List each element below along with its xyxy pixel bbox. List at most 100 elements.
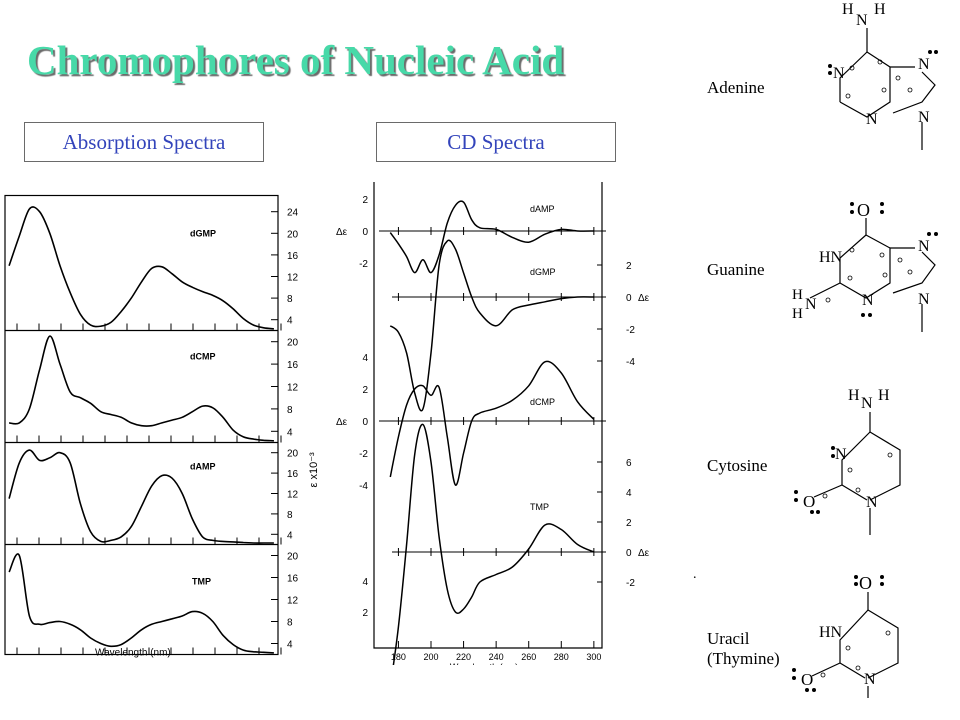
cd-y-tick-label: 2 — [362, 608, 368, 619]
pi-electron-circles — [820, 59, 913, 678]
abs-y-tick-label: 8 — [287, 618, 293, 629]
cd-y-tick-label: 4 — [362, 353, 368, 364]
abs-y-tick-label: 24 — [287, 208, 299, 219]
abs-y-tick-label: 8 — [287, 405, 293, 416]
abs-y-tick-label: 20 — [287, 338, 299, 349]
adenine-n3: N — [866, 111, 878, 128]
abs-curve-dcmp — [9, 335, 274, 442]
cd-y-tick-label: 2 — [626, 261, 632, 272]
guanine-amino-h2: H — [792, 306, 803, 322]
cd-delta-epsilon-label: Δε — [638, 293, 650, 304]
abs-frame — [4, 194, 279, 656]
guanine-label: Guanine — [707, 260, 765, 279]
cd-series-label: TMP — [530, 502, 549, 512]
abs-y-tick-label: 4 — [287, 427, 293, 438]
cytosine-amino-n: N — [861, 395, 873, 412]
uracil-o4: O — [859, 573, 872, 593]
abs-y-tick-label: 4 — [287, 530, 293, 541]
cd-frame — [373, 182, 603, 649]
cd-x-tick-label: 280 — [554, 652, 569, 662]
cd-delta-epsilon-label: Δε — [336, 227, 348, 238]
cd-y-tick-label: -2 — [626, 325, 635, 336]
guanine-n7: N — [918, 238, 930, 255]
cd-y-tick-label: 0 — [626, 548, 632, 559]
cd-x-axis-label: Wavelength (nm) — [450, 662, 518, 665]
abs-series-label: dCMP — [190, 352, 216, 362]
cytosine-amino-h-right: H — [878, 387, 890, 404]
abs-y-axis-label: ε x10⁻³ — [308, 452, 320, 488]
cd-y-tick-label: 2 — [626, 518, 632, 529]
uracil-o2: O — [801, 670, 813, 689]
abs-y-tick-label: 12 — [287, 383, 299, 394]
guanine-amino-n: N — [805, 296, 817, 313]
cd-x-tick-label: 240 — [489, 652, 504, 662]
uracil-structure: Uracil (Thymine) O HN O N — [707, 573, 899, 698]
abs-y-tick-label: 12 — [287, 596, 299, 607]
absorption-spectra-label: Absorption Spectra — [24, 122, 264, 162]
abs-x-axis-label: Wavelength (nm) — [95, 648, 171, 659]
abs-y-tick-label: 12 — [287, 490, 299, 501]
uracil-hn3: HN — [819, 624, 843, 641]
cd-y-tick-label: -2 — [359, 259, 368, 270]
guanine-amino-h1: H — [792, 287, 803, 303]
cd-series-label: dGMP — [530, 267, 556, 277]
guanine-hn1: HN — [819, 249, 843, 266]
cd-y-tick-label: 0 — [626, 293, 632, 304]
abs-y-tick-label: 8 — [287, 510, 293, 521]
cd-delta-epsilon-label: Δε — [638, 548, 650, 559]
cd-x-tick-label: 220 — [456, 652, 471, 662]
cd-y-tick-label: -4 — [626, 357, 635, 368]
page-title: Chromophores of Nucleic Acid — [27, 37, 565, 83]
cd-y-tick-label: -2 — [359, 449, 368, 460]
guanine-n9: N — [918, 291, 930, 308]
cd-y-tick-label: 4 — [362, 577, 368, 588]
abs-y-tick-label: 12 — [287, 273, 299, 284]
cytosine-amino-h-left: H — [848, 387, 860, 404]
abs-y-tick-label: 8 — [287, 294, 293, 305]
adenine-n9: N — [918, 109, 930, 126]
nucleobase-structures: Adenine H N H N N N N Guanine O HN H H N… — [693, 1, 938, 698]
abs-y-tick-label: 4 — [287, 316, 293, 327]
cd-x-tick-label: 200 — [423, 652, 438, 662]
cd-y-tick-label: 2 — [362, 195, 368, 206]
cd-curve-damp — [389, 200, 594, 274]
adenine-n7: N — [918, 56, 930, 73]
cd-delta-epsilon-label: Δε — [336, 417, 348, 428]
cd-x-tick-label: 180 — [391, 652, 406, 662]
abs-curve-damp — [8, 449, 274, 544]
cd-series-label: dCMP — [530, 397, 555, 407]
cytosine-n3: N — [835, 446, 847, 463]
cytosine-o2: O — [803, 492, 815, 511]
adenine-label: Adenine — [707, 78, 765, 97]
guanine-o6: O — [857, 200, 870, 220]
uracil-label: Uracil — [707, 629, 750, 648]
cd-y-tick-label: 2 — [362, 385, 368, 396]
abs-y-tick-label: 16 — [287, 469, 299, 480]
cd-spectra-chart: 180200220240260280300Wavelength (nm)20-2… — [336, 182, 650, 665]
abs-y-tick-label: 16 — [287, 360, 299, 371]
cd-spectra-label: CD Spectra — [376, 122, 616, 162]
amino-n: N — [856, 12, 868, 29]
cytosine-label: Cytosine — [707, 456, 767, 475]
abs-series-label: dAMP — [190, 462, 216, 472]
cd-y-tick-label: -2 — [626, 578, 635, 589]
cd-curve-dgmp — [389, 239, 594, 412]
cd-y-tick-label: -4 — [359, 481, 368, 492]
guanine-structure: Guanine O HN H H N N N N — [707, 200, 936, 332]
uracil-n1: N — [864, 671, 876, 688]
amino-h-right: H — [874, 1, 886, 18]
cytosine-structure: Cytosine H N H N O N — [707, 387, 901, 535]
abs-series-label: TMP — [192, 577, 211, 587]
abs-y-tick-label: 16 — [287, 574, 299, 585]
adenine-n1: N — [833, 65, 845, 82]
thymine-label: (Thymine) — [707, 649, 780, 668]
abs-curve-tmp — [8, 553, 274, 654]
cd-x-tick-label: 260 — [521, 652, 536, 662]
adenine-structure: Adenine H N H N N N N — [707, 1, 936, 150]
abs-series-label: dGMP — [190, 229, 216, 239]
abs-curve-dgmp — [8, 206, 274, 330]
cytosine-n1: N — [866, 494, 878, 511]
cd-y-tick-label: 6 — [626, 458, 632, 469]
cd-y-tick-label: 0 — [362, 417, 368, 428]
cd-curve-dcmp — [389, 360, 595, 486]
